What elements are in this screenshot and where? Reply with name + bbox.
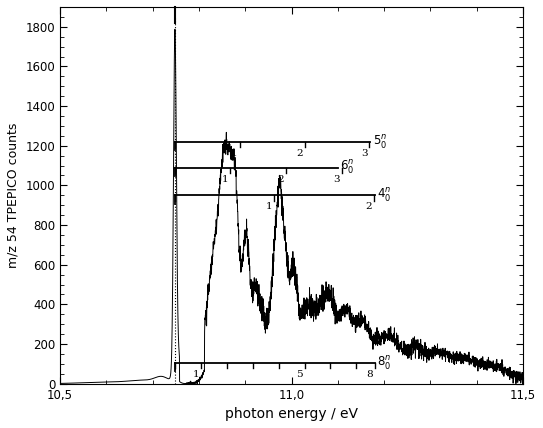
X-axis label: photon energy / eV: photon energy / eV [225,407,358,421]
Text: 2: 2 [296,149,302,158]
Text: 5: 5 [296,370,302,379]
Text: 3: 3 [361,149,368,158]
Text: $\mathit{8}_0^n$: $\mathit{8}_0^n$ [377,354,392,372]
Text: 2: 2 [365,202,372,211]
Text: $\mathit{5}_0^n$: $\mathit{5}_0^n$ [372,133,387,151]
Text: 2: 2 [277,175,284,184]
Text: 3: 3 [333,175,340,184]
Text: 8: 8 [367,370,373,379]
Text: 1: 1 [222,175,229,184]
Text: $\mathit{4}_0^n$: $\mathit{4}_0^n$ [377,187,392,204]
Y-axis label: m/z 54 TPEPICO counts: m/z 54 TPEPICO counts [7,122,20,268]
Text: 1: 1 [231,149,238,158]
Text: $\mathit{6}_0^n$: $\mathit{6}_0^n$ [340,159,355,176]
Text: 1: 1 [266,202,273,211]
Text: 1: 1 [192,370,199,379]
